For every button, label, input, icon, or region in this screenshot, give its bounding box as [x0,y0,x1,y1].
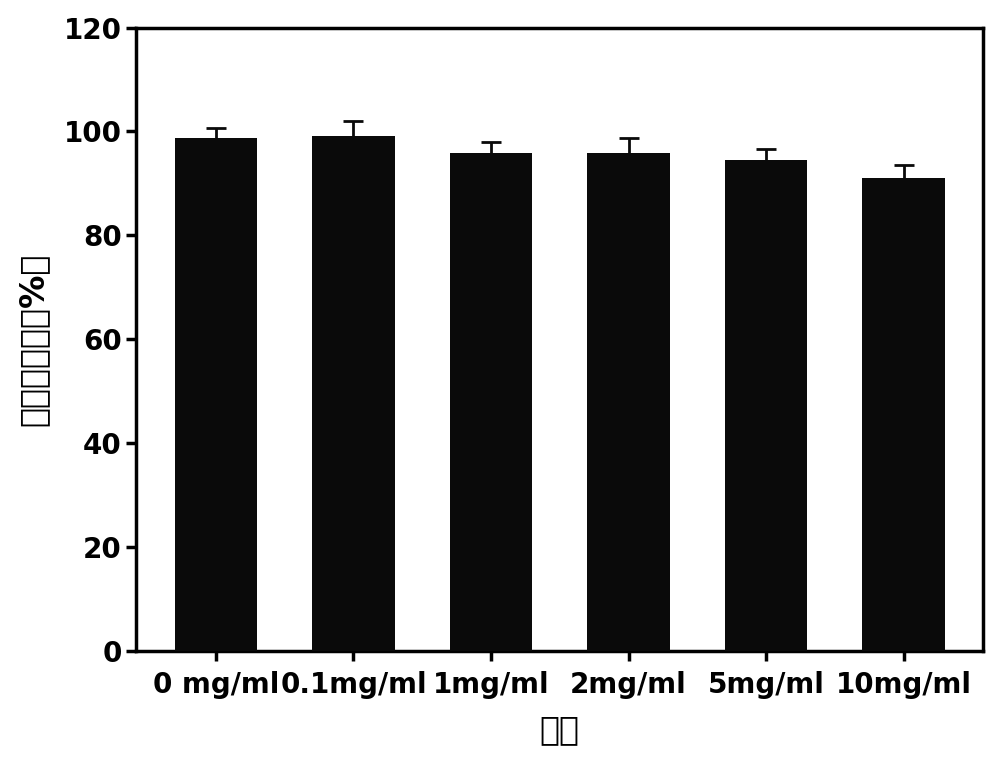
Bar [862,179,945,651]
X-axis label: 浓度: 浓度 [540,713,580,746]
Bar [450,153,532,651]
Y-axis label: 细胞存活率（%）: 细胞存活率（%） [17,253,50,426]
Bar [175,137,257,651]
Bar [587,153,670,651]
Bar [725,160,807,651]
Bar [312,136,395,651]
